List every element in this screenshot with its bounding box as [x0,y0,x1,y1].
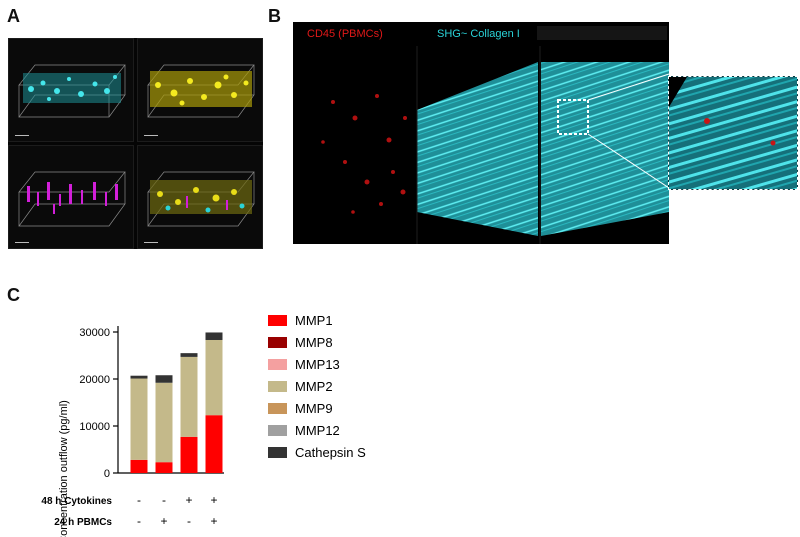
scale-bar [15,242,29,243]
bar-segment-cathepsin-s [205,332,223,340]
bars-group [130,332,223,473]
bar-segment-mmp1 [180,436,198,473]
bar-segment-mmp1 [155,462,173,473]
y-axis: 0 10000 20000 30000 [79,326,224,480]
render-magenta-volume [8,145,134,249]
y-tick-label: 0 [104,468,110,480]
shg-label: SHG~ Collagen I [437,28,520,40]
panel-a-3d-renders [8,38,263,249]
condition-sign: - [137,493,141,507]
bar-segment-mmp2 [180,356,198,437]
legend: MMP1 MMP8 MMP13 MMP2 MMP9 MMP12 Cathepsin S [268,313,366,460]
panel-a-letter: A [7,6,20,26]
legend-label: MMP2 [295,379,333,394]
condition-label: 48 h Cytokines [41,496,112,507]
legend-label: MMP8 [295,335,333,350]
scale-bar [15,135,29,136]
scale-bar [144,135,158,136]
legend-swatch [268,447,287,458]
render-merged-volume [137,145,263,249]
condition-table: 48 h Cytokines - - + +24 h PBMCs - + - + [41,493,217,528]
bar-segment-mmp2 [205,339,223,416]
condition-label: 24 h PBMCs [54,517,112,528]
panel-b-letter: B [268,6,281,26]
panel-c-letter: C [7,285,20,305]
render-yellow-volume [137,38,263,142]
y-tick-label: 10000 [79,421,110,433]
legend-label: MMP13 [295,357,340,372]
legend-label: MMP9 [295,401,333,416]
y-tick-label: 30000 [79,327,110,339]
condition-sign: + [210,493,217,507]
microscopy-graphic [293,22,669,244]
y-tick-label: 20000 [79,374,110,386]
legend-swatch [268,359,287,370]
legend-label: MMP12 [295,423,340,438]
zoom-inset [668,76,798,190]
legend-swatch [268,337,287,348]
legend-swatch [268,381,287,392]
legend-label: MMP1 [295,313,333,328]
legend-swatch [268,315,287,326]
condition-sign: - [137,514,141,528]
bar-segment-cathepsin-s [155,375,173,383]
condition-sign: + [210,514,217,528]
zoom-inset-graphic [669,77,797,189]
legend-swatch [268,425,287,436]
magenta-volume-graphic [18,171,126,227]
shg-panel [417,62,538,236]
condition-sign: - [162,493,166,507]
bar-segment-cathepsin-s [130,375,148,379]
y-axis-label: Concentration outflow (pg/ml) [58,400,70,537]
bar-segment-mmp2 [130,378,148,460]
cd45-label: CD45 (PBMCs) [307,28,383,40]
render-cyan-volume [8,38,134,142]
bar-segment-mmp1 [130,459,148,473]
bar-segment-mmp2 [155,382,173,463]
cyan-volume-graphic [18,64,126,118]
merged-volume-graphic [147,171,255,227]
legend-label: Cathepsin S [295,445,366,460]
condition-sign: + [160,514,167,528]
legend-swatch [268,403,287,414]
condition-sign: + [185,493,192,507]
roi-box [557,99,589,135]
merged-panel [541,62,669,236]
panel-b-microscopy: CD45 (PBMCs) SHG~ Collagen I [293,22,669,244]
bar-segment-cathepsin-s [180,353,198,357]
yellow-volume-graphic [147,64,255,118]
bar-segment-mmp1 [205,415,223,473]
scale-bar [144,242,158,243]
condition-sign: - [187,514,191,528]
